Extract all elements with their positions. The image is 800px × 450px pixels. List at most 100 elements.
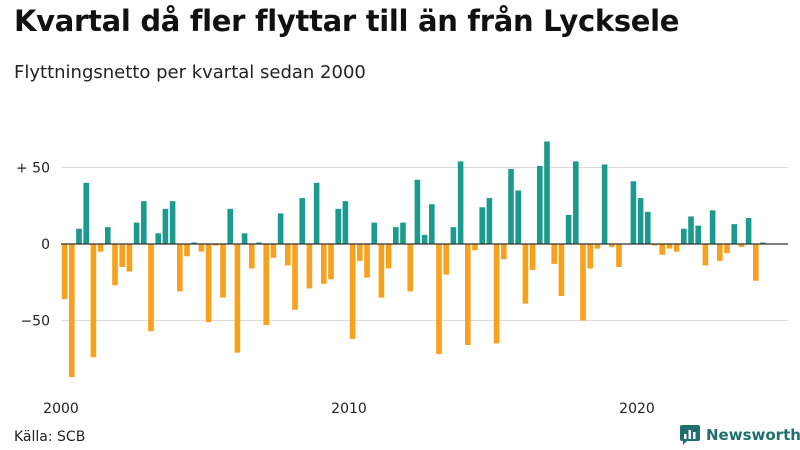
bar: [465, 244, 471, 345]
bar: [97, 244, 104, 252]
bar: [69, 244, 75, 378]
bar: [472, 244, 478, 251]
bar: [745, 217, 752, 244]
x-tick-label: 2010: [331, 401, 367, 417]
bar: [249, 244, 255, 269]
newsworthy-logo-icon: [680, 425, 700, 445]
bar: [83, 182, 89, 244]
bar: [213, 244, 219, 246]
bar: [313, 182, 320, 244]
y-tick-label: −50: [20, 314, 50, 330]
bar: [522, 244, 529, 304]
bar: [443, 244, 449, 275]
bar: [335, 208, 341, 244]
bar: [486, 198, 493, 244]
bar: [702, 244, 709, 266]
y-tick-label: 0: [41, 237, 50, 253]
bar: [141, 201, 147, 244]
bar: [709, 210, 716, 244]
bar: [738, 244, 745, 248]
bar: [630, 181, 637, 244]
bar: [90, 244, 97, 358]
bar: [371, 222, 377, 244]
bar: [263, 244, 269, 326]
bar: [457, 161, 464, 244]
bar: [256, 242, 262, 244]
x-tick-label: 2020: [619, 401, 655, 417]
bar: [342, 201, 349, 244]
bar: [277, 213, 284, 244]
bar: [508, 169, 514, 244]
bar: [414, 179, 421, 244]
bar: [328, 244, 334, 280]
bar: [133, 222, 140, 244]
bar: [529, 244, 536, 271]
bar: [760, 242, 766, 244]
bar: [421, 234, 428, 244]
bar: [105, 227, 111, 244]
bar: [493, 244, 500, 344]
bar: [407, 244, 413, 292]
bar: [378, 244, 385, 298]
bar: [61, 244, 68, 300]
bar: [292, 244, 298, 310]
bar: [544, 141, 550, 244]
chart-subtitle: Flyttningsnetto per kvartal sedan 2000: [14, 62, 366, 83]
bar: [580, 244, 586, 321]
chart-title: Kvartal då fler flyttar till än från Lyc…: [14, 4, 680, 38]
bar: [364, 244, 370, 278]
bar: [155, 233, 161, 244]
bar: [565, 214, 572, 244]
bar: [191, 242, 197, 244]
bar: [429, 204, 435, 244]
bar: [205, 244, 212, 323]
bar: [673, 244, 680, 252]
bar: [119, 244, 125, 267]
bar: [198, 244, 205, 252]
bar: [501, 244, 507, 260]
bar: [695, 225, 701, 244]
bar: [169, 201, 176, 244]
bar: [479, 207, 485, 244]
bar: [385, 244, 392, 269]
bar: [234, 244, 241, 353]
bar: [616, 244, 622, 267]
bar: [731, 224, 737, 244]
bar: [227, 208, 233, 244]
x-tick-label: 2000: [43, 401, 79, 417]
bar: [321, 244, 327, 284]
bar: [587, 244, 593, 269]
bar: [357, 244, 363, 261]
bar: [724, 244, 730, 254]
bar: [436, 244, 442, 355]
bar: [126, 244, 133, 272]
bar: [220, 244, 226, 298]
bar: [270, 244, 277, 258]
bar: [450, 227, 457, 244]
bar: [306, 244, 313, 289]
bar: [285, 244, 291, 266]
bar: [537, 165, 543, 244]
bar: [393, 227, 399, 244]
bar: [688, 216, 694, 244]
bar: [162, 208, 169, 244]
bar: [594, 244, 601, 249]
bar: [551, 244, 557, 264]
bar: [349, 244, 356, 339]
brand-name: Newsworthy: [706, 426, 800, 444]
bar: [241, 233, 248, 244]
bar: [112, 244, 118, 286]
bar: [652, 244, 658, 246]
bar: [645, 211, 651, 244]
bar: [666, 244, 673, 249]
bar: [76, 228, 82, 244]
bar: [558, 244, 565, 297]
bar: [717, 244, 723, 261]
bar: [573, 161, 579, 244]
source-note: Källa: SCB: [14, 429, 86, 445]
bar: [148, 244, 154, 332]
bar: [753, 244, 759, 281]
bar: [659, 244, 665, 255]
bar: [601, 164, 608, 244]
